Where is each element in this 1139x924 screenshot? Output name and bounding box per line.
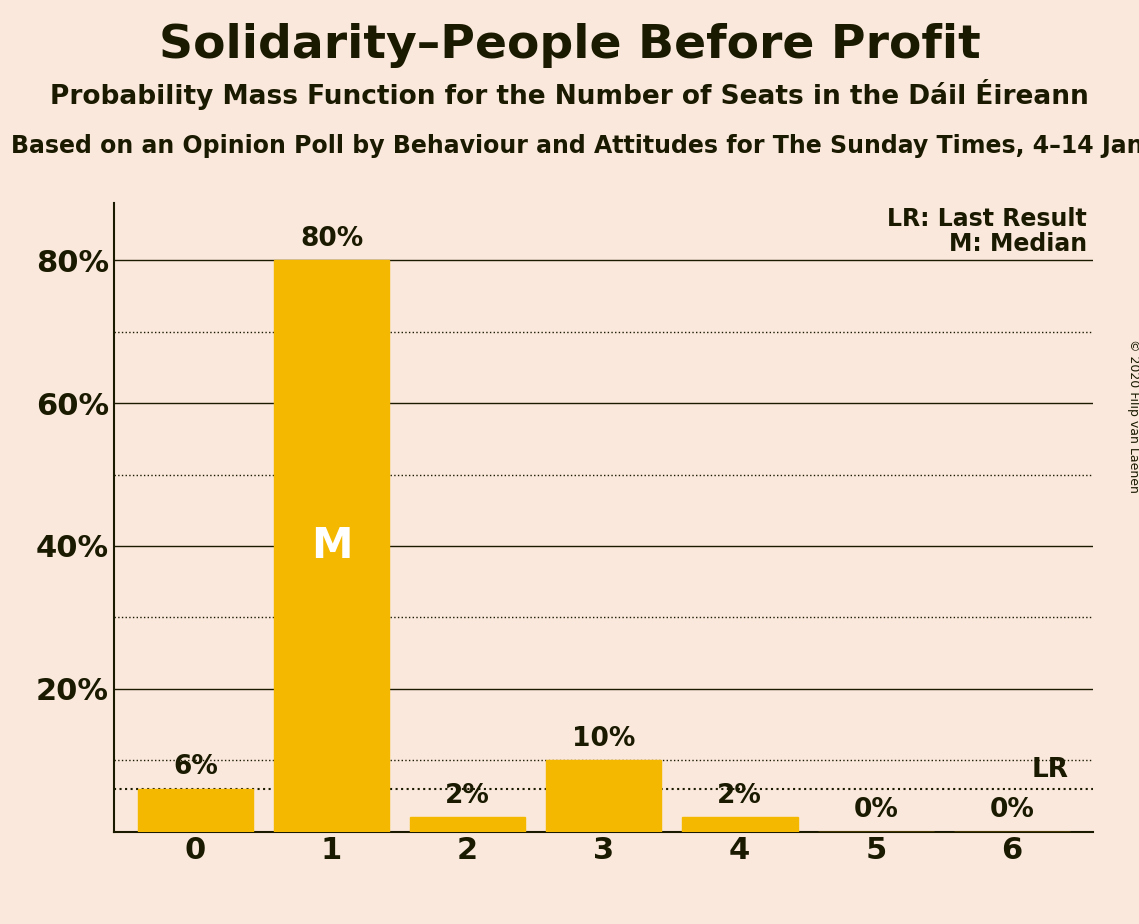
Text: 10%: 10% [572,725,636,751]
Bar [682,818,797,832]
Bar [138,789,253,832]
Bar [273,261,390,832]
Bar [410,818,525,832]
Text: 0%: 0% [853,797,899,823]
Text: LR: Last Result: LR: Last Result [887,207,1087,231]
Text: Solidarity–People Before Profit: Solidarity–People Before Profit [158,23,981,68]
Text: © 2020 Filip van Laenen: © 2020 Filip van Laenen [1126,339,1139,492]
Text: 0%: 0% [990,797,1034,823]
Text: M: M [311,525,352,567]
Text: LR: LR [1032,757,1070,783]
Text: 6%: 6% [173,754,218,780]
Text: 2%: 2% [445,783,490,808]
Bar [546,760,662,832]
Text: Probability Mass Function for the Number of Seats in the Dáil Éireann: Probability Mass Function for the Number… [50,79,1089,110]
Text: M: Median: M: Median [949,232,1087,256]
Text: 2%: 2% [718,783,762,808]
Text: Based on an Opinion Poll by Behaviour and Attitudes for The Sunday Times, 4–14 J: Based on an Opinion Poll by Behaviour an… [11,134,1139,158]
Text: 80%: 80% [300,225,363,252]
